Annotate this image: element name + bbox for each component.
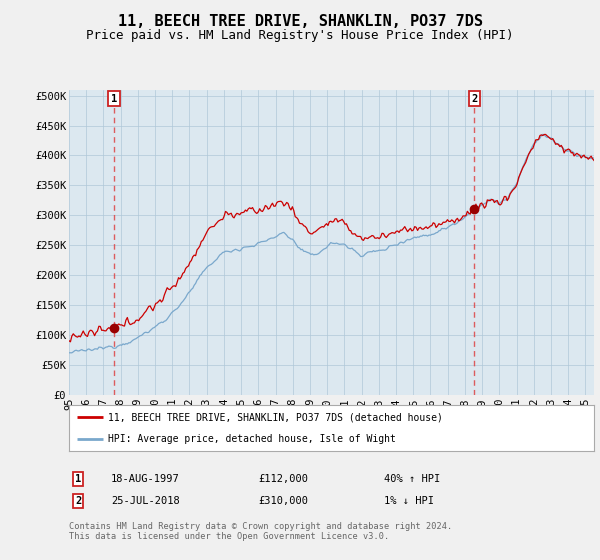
Text: 25-JUL-2018: 25-JUL-2018 <box>111 496 180 506</box>
Text: 1: 1 <box>111 94 117 104</box>
Text: 2: 2 <box>471 94 478 104</box>
Text: 40% ↑ HPI: 40% ↑ HPI <box>384 474 440 484</box>
Text: 1% ↓ HPI: 1% ↓ HPI <box>384 496 434 506</box>
Text: £310,000: £310,000 <box>258 496 308 506</box>
Text: Price paid vs. HM Land Registry's House Price Index (HPI): Price paid vs. HM Land Registry's House … <box>86 29 514 42</box>
Text: 11, BEECH TREE DRIVE, SHANKLIN, PO37 7DS (detached house): 11, BEECH TREE DRIVE, SHANKLIN, PO37 7DS… <box>109 412 443 422</box>
Text: HPI: Average price, detached house, Isle of Wight: HPI: Average price, detached house, Isle… <box>109 435 396 444</box>
Text: 18-AUG-1997: 18-AUG-1997 <box>111 474 180 484</box>
Text: 1: 1 <box>75 474 81 484</box>
Text: 2: 2 <box>75 496 81 506</box>
Text: £112,000: £112,000 <box>258 474 308 484</box>
Text: Contains HM Land Registry data © Crown copyright and database right 2024.
This d: Contains HM Land Registry data © Crown c… <box>69 522 452 542</box>
Text: 11, BEECH TREE DRIVE, SHANKLIN, PO37 7DS: 11, BEECH TREE DRIVE, SHANKLIN, PO37 7DS <box>118 14 482 29</box>
